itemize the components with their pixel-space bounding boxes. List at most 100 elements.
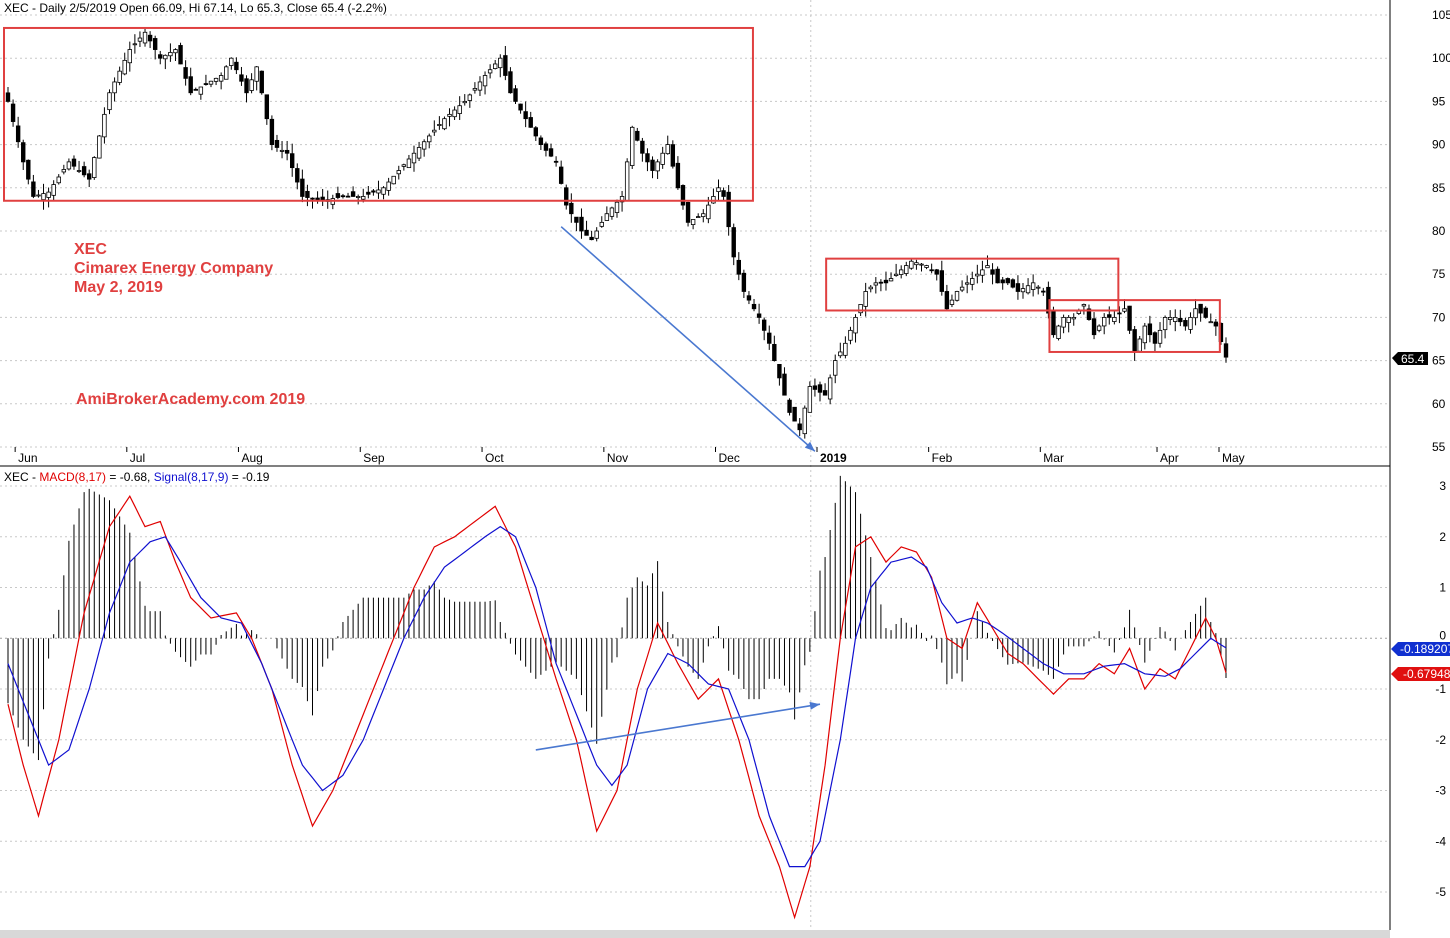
candle-body [645,153,650,163]
month-label: Feb [932,451,953,465]
candle-body [335,193,341,198]
candle-body [107,92,112,111]
candle-body [548,148,554,157]
candle-body [893,273,899,276]
macd-tick-label: -1 [1435,682,1446,696]
candle-body [472,88,478,91]
candle-body [492,63,498,69]
macd-tick-label: 0 [1439,628,1446,642]
candle-body [1198,303,1203,314]
candle-body [249,79,254,91]
x-axis: Jun Jul Aug Sep Oct Nov Dec 2019 Feb Mar Apr May [14,447,1245,465]
month-label: May [1222,451,1245,465]
candle-body [772,343,777,361]
candle-body [614,201,620,213]
candle-body [350,191,356,197]
candle-body [112,81,117,94]
candle-body [315,197,320,201]
candle-body [76,170,82,172]
candle-body [1147,323,1153,336]
annotation-ticker: XEC [74,241,107,258]
candle-body [1010,279,1016,288]
candle-body [508,71,513,94]
candle-body [117,70,122,83]
candle-body [168,52,173,57]
candle-body [1091,318,1097,336]
candle-body [812,385,818,390]
candle-body [1081,304,1087,307]
candle-body [1061,316,1066,328]
candle-body [295,168,300,183]
candle-body [670,144,676,167]
candle-body [127,49,132,64]
macd-tick-label: -3 [1435,784,1446,798]
candle-body [919,263,924,266]
candle-body [203,83,209,85]
candle-body [411,152,417,164]
candle-body [569,202,574,215]
candle-body [589,236,594,241]
price-tick-label: 60 [1432,397,1446,411]
candle-body [1107,314,1112,318]
candle-body [995,268,1000,284]
candle-body [863,291,868,307]
candle-body [1036,286,1041,289]
candle-body [701,213,706,218]
annotation-boxes [3,26,1221,353]
candle-body [437,124,442,126]
candle-body [396,170,401,175]
candle-body [482,75,488,87]
candle-body [1025,285,1031,294]
candle-body [1173,316,1178,322]
candle-body [736,259,741,275]
candle-body [756,313,762,318]
candle-body [1030,282,1036,290]
candle-body [761,319,767,331]
candle-body [929,269,934,272]
candle-body [310,197,315,200]
candle-body [173,49,178,54]
candle-body [858,304,863,314]
candle-body [21,142,26,163]
candle-body [924,265,929,268]
candle-body [553,160,559,163]
signal-value-marker: -0.189207 [1391,642,1450,656]
candle-body [959,286,965,291]
sheet-tabs-strip [0,930,1390,938]
month-label: Sep [363,451,385,465]
candle-body [802,407,807,435]
candle-body [178,45,183,65]
price-tick-label: 95 [1432,94,1446,108]
candle-body [213,77,219,82]
candle-body [1096,325,1102,331]
price-arrow [560,226,816,452]
candle-body [1015,283,1021,292]
candle-body [726,191,731,228]
candle-body [980,269,985,276]
candle-body [5,92,11,102]
candle-body [208,80,214,85]
candle-body [366,191,371,195]
macd-lines [7,495,1227,920]
candle-body [944,291,950,310]
candle-body [376,189,381,194]
candle-body [690,219,696,226]
candle-body [254,66,259,82]
candle-body [406,158,412,169]
candle-body [269,118,275,146]
macd-tick-label: 3 [1439,479,1446,493]
month-label: Apr [1160,451,1179,465]
candle-body [36,194,41,197]
candles [5,28,1229,439]
candle-body [827,377,833,400]
macd-header: XEC - MACD(8,17) = -0.68, Signal(8,17,9)… [4,470,270,484]
candle-body [716,187,721,193]
candle-body [193,88,198,91]
candle-body [264,94,270,120]
price-tick-label: 80 [1432,224,1446,238]
candle-body [731,227,736,258]
last-price-marker: 65.4 [1392,352,1428,366]
candle-body [51,184,56,196]
candle-body [1193,308,1198,319]
